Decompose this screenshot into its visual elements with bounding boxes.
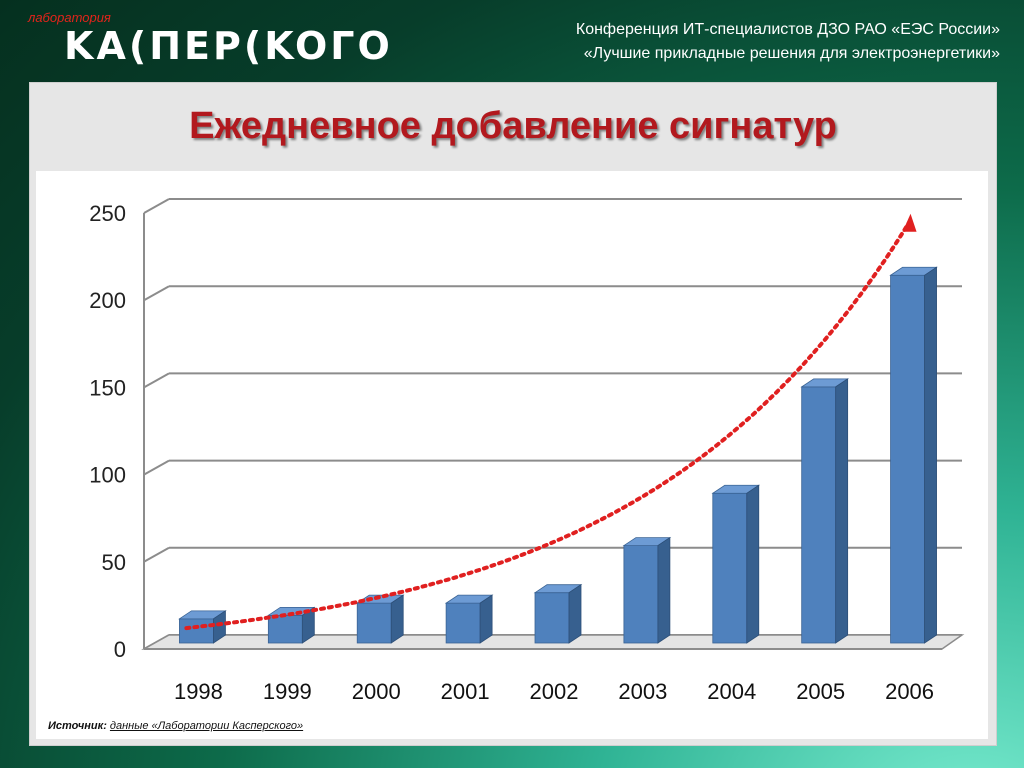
bar (801, 386, 837, 644)
slide-title: Ежедневное добавление сигнатур (189, 105, 837, 147)
logo-main-text: KA(ПEP(KOГO (64, 24, 393, 68)
bar-side (213, 610, 226, 644)
bar (712, 492, 748, 644)
slide-panel: Ежедневное добавление сигнатур 0 50 100 150… (29, 82, 997, 746)
x-tick-label: 2004 (707, 679, 756, 704)
y-tick-label: 200 (89, 288, 126, 313)
gridline-depth (143, 372, 170, 389)
y-tick-label: 150 (89, 375, 126, 400)
trend-curve (184, 219, 912, 631)
conference-line-1: Конференция ИТ-специалистов ДЗО РАО «ЕЭС… (575, 21, 1000, 38)
bar (179, 618, 214, 644)
y-tick-label: 250 (89, 201, 126, 226)
gridline-depth (143, 198, 170, 214)
source-note: Источник: данные «Лаборатории Касперског… (48, 720, 303, 732)
bar-side (568, 583, 582, 644)
source-text: данные «Лаборатории Касперского» (109, 720, 304, 732)
bar-side (657, 536, 671, 644)
header: лаборатория KA(ПEP(KOГO Конференция ИТ-с… (0, 0, 1024, 82)
conference-line-2: «Лучшие прикладные решения для электроэн… (583, 45, 1000, 62)
y-tick-label: 100 (89, 463, 126, 488)
kaspersky-logo: лаборатория KA(ПEP(KOГO (28, 10, 390, 70)
bar-side (301, 606, 315, 644)
source-label: Источник: (48, 720, 107, 732)
bar-side (835, 378, 849, 644)
bar (623, 545, 659, 644)
bar (356, 602, 392, 644)
x-tick-label: 2003 (618, 679, 667, 704)
y-tick-label: 0 (114, 637, 126, 662)
y-tick-label: 50 (102, 550, 126, 575)
bar-side (746, 484, 760, 644)
bar (445, 602, 481, 644)
x-tick-label: 2000 (352, 679, 401, 704)
bar-side (479, 594, 493, 644)
bar (890, 274, 925, 644)
logo-small-text: лаборатория (28, 10, 111, 25)
x-tick-label: 2005 (796, 679, 845, 704)
chart-container: 0 50 100 150 200 250 1998 1999 2000 2001 2002 2003 2… (36, 171, 988, 739)
bar-chart: 0 50 100 150 200 250 1998 1999 2000 2001 2002 2003 2… (89, 198, 965, 704)
bar-side (924, 266, 937, 644)
x-tick-label: 1998 (174, 679, 223, 704)
gridline-depth (143, 285, 170, 302)
gridline-depth (143, 546, 170, 563)
conference-info: Конференция ИТ-специалистов ДЗО РАО «ЕЭС… (576, 18, 1000, 66)
x-tick-label: 2006 (885, 679, 934, 704)
x-tick-label: 2002 (530, 679, 579, 704)
gridline-depth (143, 459, 170, 476)
bar (267, 614, 303, 644)
bar-side (390, 594, 404, 644)
bar (534, 592, 570, 644)
x-tick-label: 1999 (263, 679, 312, 704)
trend-arrowhead (902, 213, 917, 232)
x-tick-label: 2001 (441, 679, 490, 704)
